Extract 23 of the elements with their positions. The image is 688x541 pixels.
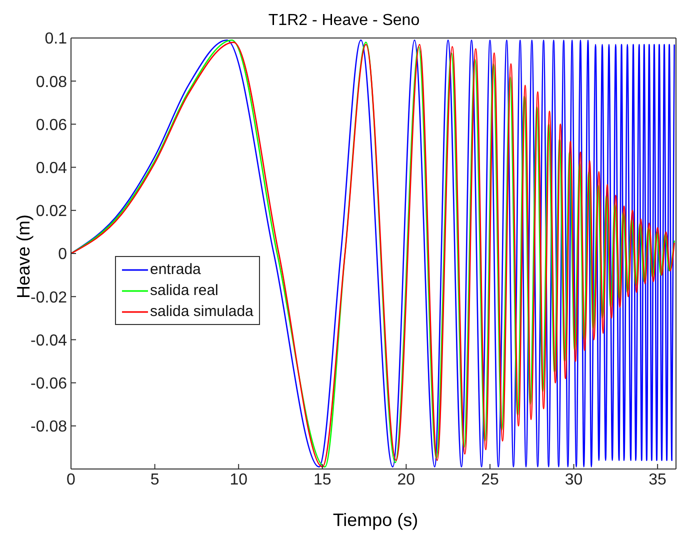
y-tick-label: 0.08: [36, 74, 68, 91]
legend-label: salida real: [150, 281, 218, 301]
x-tick-label: 20: [397, 471, 416, 488]
legend-label: entrada: [150, 260, 201, 280]
chart-title: T1R2 - Heave - Seno: [267, 12, 421, 30]
y-axis-title: Heave (m): [14, 214, 34, 299]
y-tick-label: -0.04: [30, 332, 68, 350]
y-tick-label: 0.04: [36, 160, 68, 177]
y-tick-label: 0.1: [44, 30, 68, 48]
legend-label: salida simulada: [150, 302, 254, 322]
x-tick-label: 35: [648, 471, 667, 488]
x-tick-label: 10: [230, 471, 248, 488]
x-tick-label: 15: [313, 471, 332, 488]
y-tick-label: -0.02: [30, 289, 68, 306]
y-tick-label: 0.02: [36, 203, 68, 220]
x-tick-label: 30: [564, 471, 583, 488]
y-tick-label: -0.08: [30, 418, 68, 436]
y-tick-label: -0.06: [30, 375, 68, 392]
y-tick-label: 0: [58, 246, 68, 264]
x-axis-title: Tiempo (s): [332, 510, 420, 531]
x-tick-label: 25: [481, 471, 499, 488]
x-tick-label: 5: [150, 471, 160, 488]
y-tick-label: 0.06: [36, 116, 68, 134]
